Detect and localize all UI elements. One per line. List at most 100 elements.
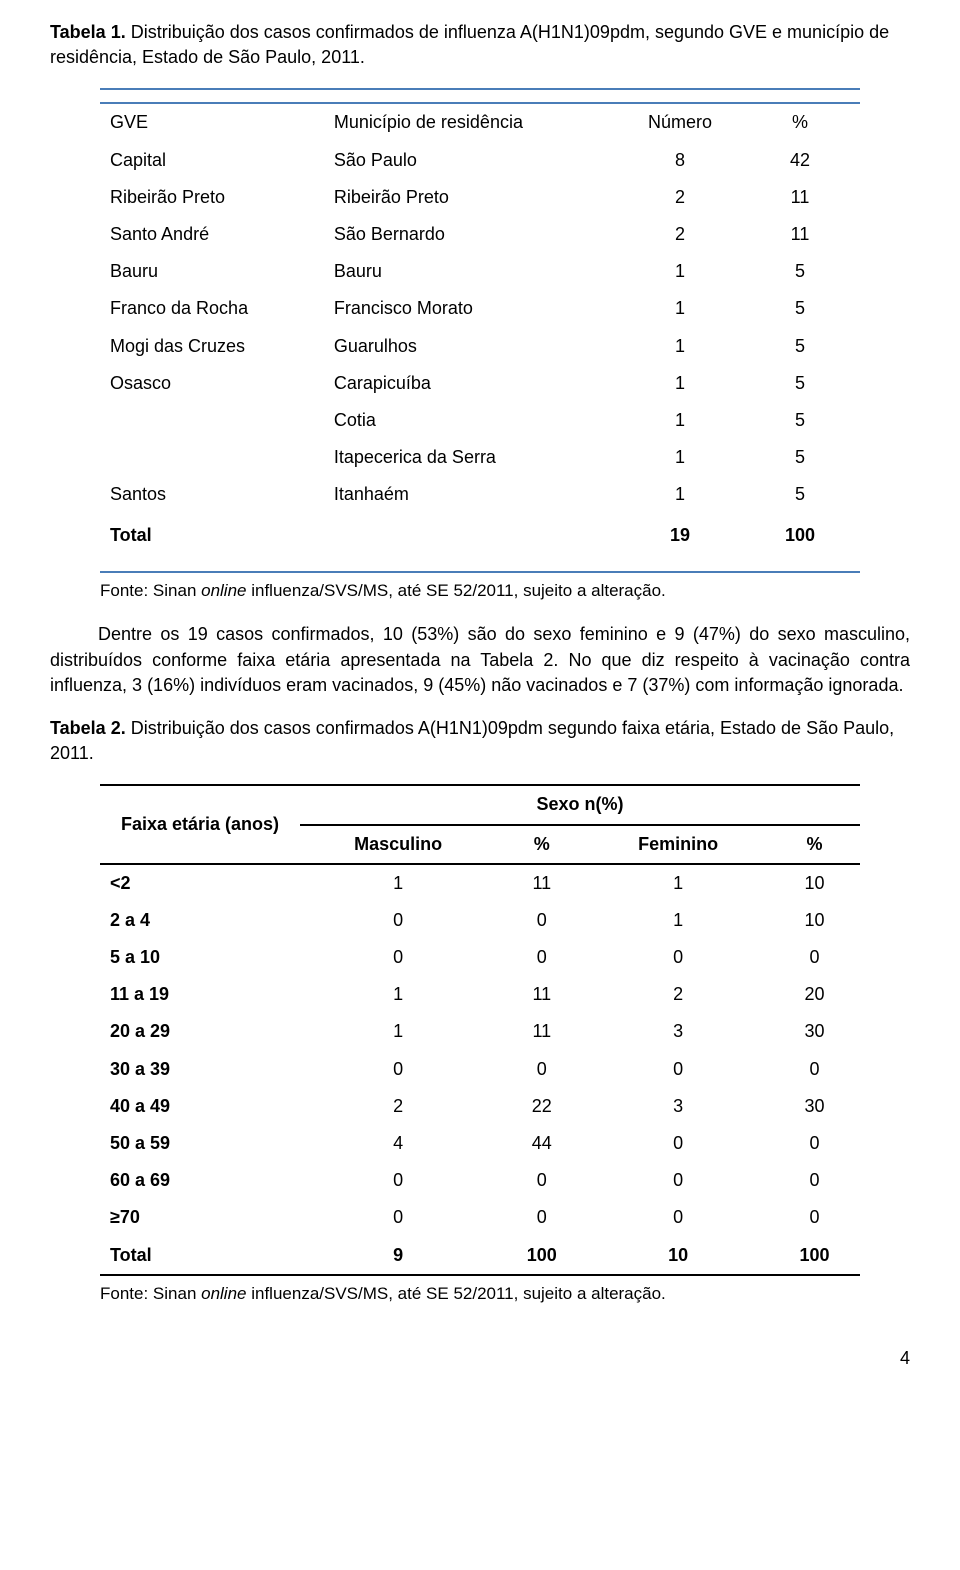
t1-cell-gve: Capital bbox=[100, 142, 324, 179]
t1-fonte-suffix: influenza/SVS/MS, até SE 52/2011, sujeit… bbox=[247, 581, 666, 600]
t1-header-numero: Número bbox=[620, 103, 740, 141]
t2-cell-fp: 10 bbox=[769, 864, 860, 902]
t2-cell-m: 4 bbox=[300, 1125, 496, 1162]
tabela1-title-text: Distribuição dos casos confirmados de in… bbox=[50, 22, 889, 67]
table-row: CapitalSão Paulo842 bbox=[100, 142, 860, 179]
table-row: ≥700000 bbox=[100, 1199, 860, 1236]
t1-cell-municipio: Francisco Morato bbox=[324, 290, 620, 327]
t1-cell-municipio: São Bernardo bbox=[324, 216, 620, 253]
t1-cell-municipio: Guarulhos bbox=[324, 328, 620, 365]
t1-header-municipio: Município de residência bbox=[324, 103, 620, 141]
t2-cell-mp: 0 bbox=[496, 939, 587, 976]
t2-cell-fp: 20 bbox=[769, 976, 860, 1013]
t2-header-faixa: Faixa etária (anos) bbox=[100, 785, 300, 863]
t1-cell-numero: 1 bbox=[620, 365, 740, 402]
t1-cell-gve bbox=[100, 439, 324, 476]
t2-cell-m: 0 bbox=[300, 1051, 496, 1088]
table-row: Mogi das CruzesGuarulhos15 bbox=[100, 328, 860, 365]
t2-fonte-suffix: influenza/SVS/MS, até SE 52/2011, sujeit… bbox=[247, 1284, 666, 1303]
t1-cell-municipio: Cotia bbox=[324, 402, 620, 439]
t2-cell-f: 1 bbox=[587, 864, 769, 902]
t2-cell-f: 0 bbox=[587, 1051, 769, 1088]
t2-cell-faixa: 60 a 69 bbox=[100, 1162, 300, 1199]
t2-cell-m: 0 bbox=[300, 902, 496, 939]
table-row: <2111110 bbox=[100, 864, 860, 902]
t2-cell-fp: 30 bbox=[769, 1013, 860, 1050]
t1-fonte-italic: online bbox=[201, 581, 246, 600]
table-row: OsascoCarapicuíba15 bbox=[100, 365, 860, 402]
t1-cell-numero: 1 bbox=[620, 290, 740, 327]
t1-cell-pct: 11 bbox=[740, 179, 860, 216]
t1-total-pct: 100 bbox=[740, 513, 860, 558]
t2-cell-fp: 0 bbox=[769, 1162, 860, 1199]
t1-cell-municipio: Itanhaém bbox=[324, 476, 620, 513]
t2-cell-mp: 11 bbox=[496, 1013, 587, 1050]
t1-total-label: Total bbox=[100, 513, 324, 558]
table-row: 60 a 690000 bbox=[100, 1162, 860, 1199]
t1-cell-pct: 5 bbox=[740, 476, 860, 513]
t1-total-numero: 19 bbox=[620, 513, 740, 558]
t2-cell-mp: 0 bbox=[496, 1051, 587, 1088]
t2-total-f: 10 bbox=[587, 1237, 769, 1275]
table-row: SantosItanhaém15 bbox=[100, 476, 860, 513]
t1-cell-numero: 1 bbox=[620, 439, 740, 476]
table-row: 40 a 49222330 bbox=[100, 1088, 860, 1125]
table-row: Franco da RochaFrancisco Morato15 bbox=[100, 290, 860, 327]
t2-cell-mp: 0 bbox=[496, 902, 587, 939]
t1-cell-pct: 11 bbox=[740, 216, 860, 253]
t1-header-pct: % bbox=[740, 103, 860, 141]
t2-cell-faixa: 2 a 4 bbox=[100, 902, 300, 939]
t2-cell-faixa: 40 a 49 bbox=[100, 1088, 300, 1125]
t1-cell-numero: 2 bbox=[620, 179, 740, 216]
tabela2-fonte: Fonte: Sinan online influenza/SVS/MS, at… bbox=[100, 1282, 910, 1306]
table-row: 50 a 5944400 bbox=[100, 1125, 860, 1162]
tabela1-fonte: Fonte: Sinan online influenza/SVS/MS, at… bbox=[100, 579, 910, 603]
t2-cell-f: 0 bbox=[587, 1125, 769, 1162]
t2-header-masc-pct: % bbox=[496, 825, 587, 864]
t1-cell-pct: 5 bbox=[740, 365, 860, 402]
t2-cell-faixa: 50 a 59 bbox=[100, 1125, 300, 1162]
t1-cell-municipio: Itapecerica da Serra bbox=[324, 439, 620, 476]
t1-cell-numero: 1 bbox=[620, 476, 740, 513]
t1-cell-municipio: São Paulo bbox=[324, 142, 620, 179]
t2-cell-faixa: 5 a 10 bbox=[100, 939, 300, 976]
t2-header-sexo: Sexo n(%) bbox=[300, 785, 860, 824]
tabela2: Faixa etária (anos) Sexo n(%) Masculino … bbox=[100, 784, 860, 1275]
t2-cell-mp: 11 bbox=[496, 864, 587, 902]
t2-cell-f: 3 bbox=[587, 1088, 769, 1125]
t2-header-fem-pct: % bbox=[769, 825, 860, 864]
t1-header-gve: GVE bbox=[100, 103, 324, 141]
t1-cell-gve: Ribeirão Preto bbox=[100, 179, 324, 216]
table-row: Santo AndréSão Bernardo211 bbox=[100, 216, 860, 253]
t1-cell-gve: Santo André bbox=[100, 216, 324, 253]
t2-header-masc: Masculino bbox=[300, 825, 496, 864]
table-row: 20 a 29111330 bbox=[100, 1013, 860, 1050]
t2-cell-f: 0 bbox=[587, 1162, 769, 1199]
t2-header-fem: Feminino bbox=[587, 825, 769, 864]
t2-fonte-italic: online bbox=[201, 1284, 246, 1303]
t2-total-fp: 100 bbox=[769, 1237, 860, 1275]
t2-cell-fp: 0 bbox=[769, 939, 860, 976]
t2-cell-mp: 0 bbox=[496, 1199, 587, 1236]
t2-cell-fp: 10 bbox=[769, 902, 860, 939]
t2-cell-fp: 0 bbox=[769, 1051, 860, 1088]
body-paragraph-1: Dentre os 19 casos confirmados, 10 (53%)… bbox=[50, 622, 910, 698]
table-row: Itapecerica da Serra15 bbox=[100, 439, 860, 476]
t2-cell-faixa: 20 a 29 bbox=[100, 1013, 300, 1050]
t2-cell-f: 2 bbox=[587, 976, 769, 1013]
table-row: Ribeirão PretoRibeirão Preto211 bbox=[100, 179, 860, 216]
t2-cell-m: 0 bbox=[300, 1162, 496, 1199]
table-row: Cotia15 bbox=[100, 402, 860, 439]
tabela2-title: Tabela 2. Distribuição dos casos confirm… bbox=[50, 716, 910, 766]
t2-cell-m: 0 bbox=[300, 939, 496, 976]
t1-cell-municipio: Carapicuíba bbox=[324, 365, 620, 402]
t2-fonte-prefix: Fonte: Sinan bbox=[100, 1284, 201, 1303]
t2-cell-f: 1 bbox=[587, 902, 769, 939]
t1-fonte-prefix: Fonte: Sinan bbox=[100, 581, 201, 600]
t2-cell-mp: 44 bbox=[496, 1125, 587, 1162]
t1-cell-gve: Mogi das Cruzes bbox=[100, 328, 324, 365]
t1-cell-numero: 8 bbox=[620, 142, 740, 179]
table-row: 11 a 19111220 bbox=[100, 976, 860, 1013]
t1-cell-numero: 1 bbox=[620, 253, 740, 290]
t2-cell-mp: 0 bbox=[496, 1162, 587, 1199]
